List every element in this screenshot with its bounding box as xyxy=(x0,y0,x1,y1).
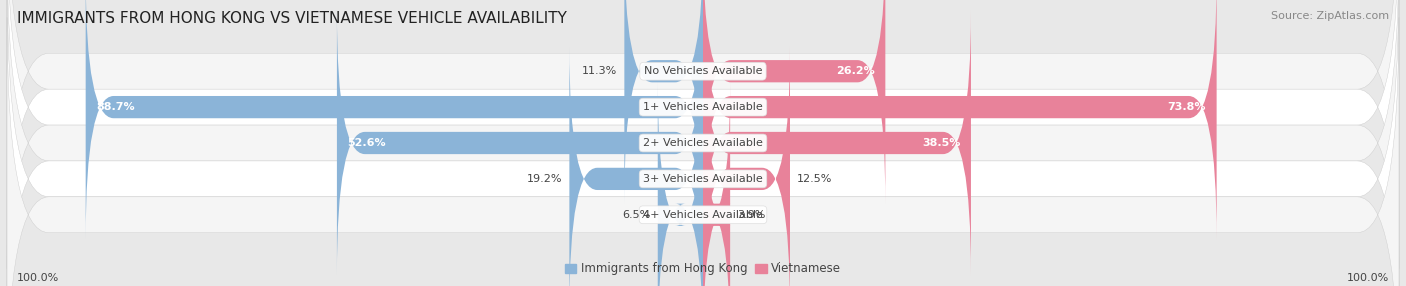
FancyBboxPatch shape xyxy=(337,11,703,275)
Text: 52.6%: 52.6% xyxy=(347,138,387,148)
FancyBboxPatch shape xyxy=(703,46,790,286)
FancyBboxPatch shape xyxy=(703,82,731,286)
Text: 38.5%: 38.5% xyxy=(922,138,960,148)
Text: 2+ Vehicles Available: 2+ Vehicles Available xyxy=(643,138,763,148)
Text: 3+ Vehicles Available: 3+ Vehicles Available xyxy=(643,174,763,184)
FancyBboxPatch shape xyxy=(7,0,1399,269)
FancyBboxPatch shape xyxy=(86,0,703,240)
FancyBboxPatch shape xyxy=(569,46,703,286)
Text: 1+ Vehicles Available: 1+ Vehicles Available xyxy=(643,102,763,112)
Text: IMMIGRANTS FROM HONG KONG VS VIETNAMESE VEHICLE AVAILABILITY: IMMIGRANTS FROM HONG KONG VS VIETNAMESE … xyxy=(17,11,567,26)
FancyBboxPatch shape xyxy=(7,0,1399,286)
FancyBboxPatch shape xyxy=(7,17,1399,286)
Legend: Immigrants from Hong Kong, Vietnamese: Immigrants from Hong Kong, Vietnamese xyxy=(560,258,846,280)
FancyBboxPatch shape xyxy=(703,11,972,275)
Text: 100.0%: 100.0% xyxy=(17,273,59,283)
Text: 26.2%: 26.2% xyxy=(837,66,875,76)
Text: 4+ Vehicles Available: 4+ Vehicles Available xyxy=(643,210,763,220)
FancyBboxPatch shape xyxy=(658,82,703,286)
Text: 12.5%: 12.5% xyxy=(797,174,832,184)
Text: 6.5%: 6.5% xyxy=(623,210,651,220)
Text: 19.2%: 19.2% xyxy=(527,174,562,184)
FancyBboxPatch shape xyxy=(703,0,1216,240)
Text: 100.0%: 100.0% xyxy=(1347,273,1389,283)
FancyBboxPatch shape xyxy=(624,0,703,204)
FancyBboxPatch shape xyxy=(7,0,1399,286)
Text: Source: ZipAtlas.com: Source: ZipAtlas.com xyxy=(1271,11,1389,21)
Text: 3.9%: 3.9% xyxy=(737,210,765,220)
Text: 11.3%: 11.3% xyxy=(582,66,617,76)
FancyBboxPatch shape xyxy=(703,0,886,204)
Text: No Vehicles Available: No Vehicles Available xyxy=(644,66,762,76)
Text: 73.8%: 73.8% xyxy=(1168,102,1206,112)
Text: 88.7%: 88.7% xyxy=(96,102,135,112)
FancyBboxPatch shape xyxy=(7,0,1399,286)
